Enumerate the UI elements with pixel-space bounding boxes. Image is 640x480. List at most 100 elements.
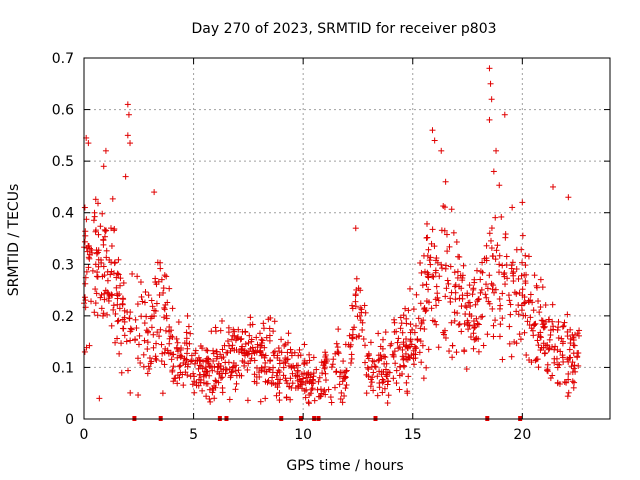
data-point [304,359,311,366]
data-point [81,238,88,245]
data-point [174,380,181,387]
data-point [475,296,482,303]
data-point [569,378,576,385]
data-point [278,336,285,343]
data-point [151,307,158,314]
data-point [502,231,509,238]
data-point [488,245,495,252]
data-point [491,289,498,296]
data-point [403,342,410,349]
data-point [122,173,129,180]
data-point [138,293,145,300]
data-point [106,292,113,299]
data-point [499,290,506,297]
data-point [371,363,378,370]
data-point [471,325,478,332]
data-point [258,342,265,349]
data-point [315,393,322,400]
data-point [91,213,98,220]
data-point [470,330,477,337]
data-point [301,387,308,394]
data-point [506,323,513,330]
data-point [550,183,557,190]
data-point [111,225,118,232]
data-point [157,326,164,333]
data-point [393,380,400,387]
data-point [384,369,391,376]
data-point [189,381,196,388]
data-point [377,352,384,359]
data-point [546,336,553,343]
data-point [164,347,171,354]
data-point [83,268,90,275]
data-point [405,373,412,380]
data-point [499,315,506,322]
data-point [342,373,349,380]
data-point [247,314,254,321]
data-point [169,334,176,341]
data-point [442,178,449,185]
data-point [173,335,180,342]
data-point [92,286,99,293]
data-point [308,386,315,393]
data-point [423,220,430,227]
data-point [518,307,525,314]
data-point [91,309,98,316]
data-point [273,392,280,399]
data-point [127,325,134,332]
data-point [568,363,575,370]
data-point [394,339,401,346]
data-point [220,354,227,361]
data-point [477,276,484,283]
x-tick-label: 15 [404,427,422,443]
data-point [359,326,366,333]
data-point [399,370,406,377]
data-point [168,327,175,334]
data-point [418,269,425,276]
data-point [492,317,499,324]
data-point [234,333,241,340]
data-point [146,365,153,372]
data-point [251,357,258,364]
data-point [415,315,422,322]
data-point [211,395,218,402]
data-point [260,325,267,332]
data-point [215,360,222,367]
data-point [264,379,271,386]
data-point [378,371,385,378]
data-point [128,326,135,333]
data-point [440,203,447,210]
data-point [439,265,446,272]
data-point [207,398,214,405]
data-point [375,330,382,337]
data-point [297,352,304,359]
data-point [544,368,551,375]
data-point [270,364,277,371]
data-point [267,314,274,321]
data-point [209,385,216,392]
data-point [486,272,493,279]
data-point [266,366,273,373]
data-points [81,65,583,407]
data-point [423,234,430,241]
data-point [176,363,183,370]
data-point [145,328,152,335]
data-point [385,378,392,385]
data-point [408,352,415,359]
data-point [172,375,179,382]
x-axis-label: GPS time / hours [286,458,403,474]
data-point [456,320,463,327]
data-point [134,301,141,308]
data-point [470,318,477,325]
data-point [102,147,109,154]
data-point [537,276,544,283]
data-point [217,327,224,334]
data-point [135,341,142,348]
data-point [186,340,193,347]
data-point [433,321,440,328]
data-point [160,289,167,296]
data-point [456,253,463,260]
data-point [282,360,289,367]
data-point [85,264,92,271]
data-point [416,349,423,356]
